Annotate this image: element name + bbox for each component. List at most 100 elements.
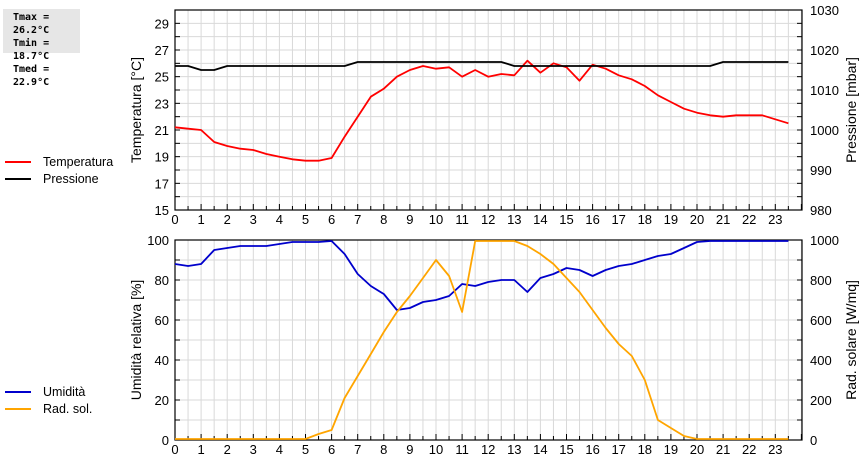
svg-text:1030: 1030	[810, 3, 839, 18]
svg-text:22: 22	[742, 212, 756, 227]
svg-text:20: 20	[155, 393, 169, 408]
y2-axis-label: Pressione [mbar]	[843, 57, 859, 163]
series-line	[175, 240, 789, 440]
svg-text:23: 23	[768, 212, 782, 227]
tmax-label: Tmax = 26.2°C	[13, 12, 50, 36]
svg-text:20: 20	[690, 442, 704, 457]
svg-text:23: 23	[155, 96, 169, 111]
svg-text:19: 19	[664, 442, 678, 457]
svg-text:29: 29	[155, 16, 169, 31]
temperature-stats-box: Tmax = 26.2°C Tmin = 18.7°C Tmed = 22.9°…	[3, 9, 80, 88]
series-line	[174, 240, 789, 311]
svg-text:21: 21	[716, 442, 730, 457]
svg-text:16: 16	[585, 212, 599, 227]
svg-text:14: 14	[533, 212, 547, 227]
svg-text:27: 27	[155, 43, 169, 58]
svg-text:13: 13	[507, 212, 521, 227]
legend-top: Temperatura Pressione	[5, 153, 113, 187]
svg-text:13: 13	[507, 442, 521, 457]
svg-text:7: 7	[354, 442, 361, 457]
y-axis-label: Temperatura [°C]	[128, 57, 144, 163]
svg-text:4: 4	[276, 442, 283, 457]
svg-text:21: 21	[155, 123, 169, 138]
svg-text:4: 4	[276, 212, 283, 227]
legend-label: Rad. sol.	[43, 401, 93, 416]
svg-text:3: 3	[250, 212, 257, 227]
svg-text:18: 18	[638, 212, 652, 227]
svg-text:9: 9	[406, 212, 413, 227]
svg-text:17: 17	[611, 212, 625, 227]
svg-text:8: 8	[380, 212, 387, 227]
series-line	[174, 59, 789, 162]
svg-text:12: 12	[481, 212, 495, 227]
humidity-radiation-chart: 0 1 2 3 4 5 6 7 8 9 10 11 12 13 14 15 16 17 18 19 20 21 22 2302…	[128, 233, 859, 457]
svg-text:10: 10	[429, 442, 443, 457]
svg-text:400: 400	[810, 353, 832, 368]
svg-text:990: 990	[810, 163, 832, 178]
y-axis-label: Umidità relativa [%]	[128, 280, 144, 401]
svg-text:8: 8	[380, 442, 387, 457]
svg-text:1020: 1020	[810, 43, 839, 58]
series-line	[175, 61, 789, 71]
svg-text:1000: 1000	[810, 123, 839, 138]
legend-item-rad-sol: Rad. sol.	[5, 400, 92, 417]
y2-axis-label: Rad. solare [W/mq]	[843, 280, 859, 400]
svg-text:1: 1	[197, 442, 204, 457]
svg-text:0: 0	[810, 433, 817, 448]
temperature-pressure-chart: 0 1 2 3 4 5 6 7 8 9 10 11 12 13 14 15 16 17 18 19 20 21 22 2315…	[128, 3, 859, 227]
svg-text:16: 16	[585, 442, 599, 457]
legend-item-umidita: Umidità	[5, 383, 92, 400]
svg-text:19: 19	[155, 150, 169, 165]
svg-text:5: 5	[302, 442, 309, 457]
legend-label: Umidità	[43, 384, 86, 399]
svg-text:980: 980	[810, 203, 832, 218]
svg-text:9: 9	[406, 442, 413, 457]
svg-text:17: 17	[611, 442, 625, 457]
svg-text:12: 12	[481, 442, 495, 457]
legend-label: Temperatura	[43, 154, 114, 169]
svg-text:800: 800	[810, 273, 832, 288]
svg-text:7: 7	[354, 212, 361, 227]
svg-text:10: 10	[429, 212, 443, 227]
legend-item-temperatura: Temperatura	[5, 153, 113, 170]
legend-swatch	[5, 407, 31, 410]
svg-text:1000: 1000	[810, 233, 839, 248]
svg-text:19: 19	[664, 212, 678, 227]
svg-text:1010: 1010	[810, 83, 839, 98]
legend-label: Pressione	[43, 171, 99, 186]
svg-text:15: 15	[155, 203, 169, 218]
svg-text:17: 17	[155, 176, 169, 191]
svg-text:3: 3	[250, 442, 257, 457]
svg-text:11: 11	[455, 212, 469, 227]
svg-text:100: 100	[147, 233, 169, 248]
svg-text:6: 6	[328, 442, 335, 457]
svg-text:0: 0	[171, 212, 178, 227]
svg-text:600: 600	[810, 313, 832, 328]
svg-text:80: 80	[155, 273, 169, 288]
svg-text:1: 1	[197, 212, 204, 227]
svg-text:18: 18	[638, 442, 652, 457]
svg-text:14: 14	[533, 442, 547, 457]
tmed-label: Tmed = 22.9°C	[13, 64, 50, 88]
svg-text:20: 20	[690, 212, 704, 227]
svg-text:2: 2	[224, 442, 231, 457]
svg-text:0: 0	[171, 442, 178, 457]
svg-text:40: 40	[155, 353, 169, 368]
svg-text:21: 21	[716, 212, 730, 227]
svg-text:23: 23	[768, 442, 782, 457]
tmin-label: Tmin = 18.7°C	[13, 38, 50, 62]
svg-text:0: 0	[162, 433, 169, 448]
legend-swatch	[5, 160, 31, 163]
svg-text:22: 22	[742, 442, 756, 457]
svg-text:60: 60	[155, 313, 169, 328]
legend-swatch	[5, 177, 31, 180]
svg-text:5: 5	[302, 212, 309, 227]
legend-item-pressione: Pressione	[5, 170, 113, 187]
svg-text:25: 25	[155, 70, 169, 85]
svg-text:11: 11	[455, 442, 469, 457]
legend-swatch	[5, 390, 31, 393]
legend-bottom: Umidità Rad. sol.	[5, 383, 92, 417]
svg-text:6: 6	[328, 212, 335, 227]
svg-text:15: 15	[559, 212, 573, 227]
